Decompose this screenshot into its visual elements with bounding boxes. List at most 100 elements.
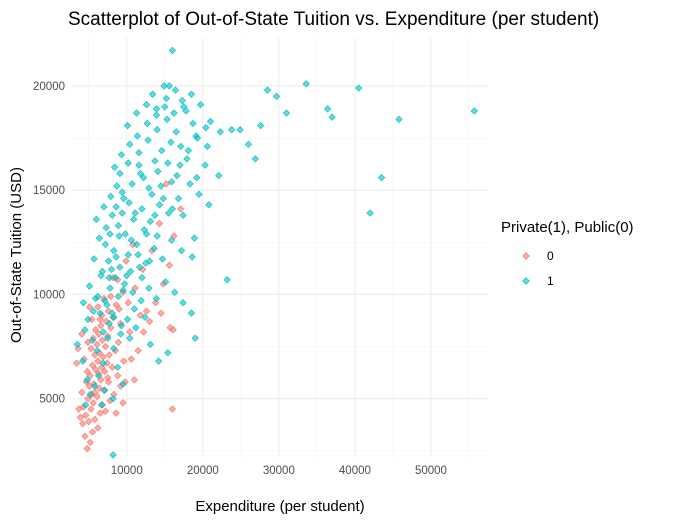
data-points [72, 46, 479, 459]
data-point-series-0 [145, 317, 154, 326]
data-point-series-1 [223, 276, 231, 284]
data-point-series-1 [125, 198, 133, 207]
data-point-series-1 [157, 182, 165, 190]
data-point-series-1 [131, 209, 139, 217]
data-point-series-1 [183, 155, 191, 163]
data-point-series-0 [108, 363, 117, 372]
data-point-series-1 [101, 296, 109, 305]
data-point-series-1 [105, 319, 113, 328]
data-point-series-1 [150, 244, 158, 253]
data-point-series-0 [120, 357, 128, 365]
data-point-series-1 [79, 299, 88, 307]
data-point-series-1 [164, 349, 172, 357]
data-point-series-1 [118, 188, 126, 196]
data-point-series-1 [120, 194, 128, 203]
data-point-series-1 [202, 123, 210, 132]
data-point-series-1 [132, 324, 140, 332]
data-point-series-0 [91, 365, 100, 374]
data-point-series-1 [191, 334, 199, 342]
data-point-series-1 [263, 86, 272, 94]
data-point-series-1 [132, 109, 141, 117]
data-point-series-1 [177, 246, 186, 255]
data-point-series-1 [251, 155, 259, 163]
data-point-series-1 [366, 209, 374, 217]
data-point-series-1 [92, 215, 101, 224]
data-point-series-1 [272, 92, 281, 101]
data-point-series-1 [104, 257, 113, 265]
data-point-series-1 [145, 257, 154, 265]
data-point-series-0 [97, 321, 105, 330]
data-point-series-0 [83, 367, 91, 376]
data-point-series-1 [159, 194, 167, 203]
data-point-series-1 [129, 215, 138, 224]
data-point-series-0 [98, 336, 107, 344]
data-point-series-1 [143, 119, 151, 128]
data-point-series-0 [155, 219, 164, 228]
data-point-series-1 [176, 161, 184, 169]
data-point-series-0 [113, 372, 122, 380]
legend-key-1 [522, 277, 530, 285]
data-point-series-1 [160, 82, 168, 90]
data-point-series-1 [139, 173, 148, 182]
data-point-series-1 [152, 105, 161, 113]
data-point-series-1 [106, 230, 114, 238]
data-point-series-1 [117, 151, 126, 159]
data-point-series-1 [201, 161, 209, 169]
data-point-series-1 [112, 203, 120, 211]
data-point-series-0 [119, 399, 127, 407]
data-point-series-1 [102, 224, 110, 232]
data-point-series-0 [83, 444, 91, 453]
data-point-series-1 [91, 382, 99, 390]
data-point-series-1 [124, 251, 132, 259]
data-point-series-1 [90, 255, 98, 263]
data-point-series-1 [97, 271, 105, 280]
data-point-series-1 [179, 299, 187, 307]
data-point-series-1 [256, 121, 265, 130]
data-point-series-1 [117, 321, 126, 330]
data-point-series-1 [100, 203, 108, 211]
data-point-series-0 [89, 399, 97, 407]
data-point-series-1 [165, 82, 174, 90]
data-point-series-1 [152, 111, 161, 119]
data-point-series-1 [146, 340, 155, 349]
data-point-series-1 [328, 113, 336, 121]
data-point-series-1 [108, 211, 117, 219]
data-point-series-1 [158, 146, 166, 155]
data-point-series-1 [127, 236, 136, 244]
data-point-series-1 [146, 217, 155, 226]
data-point-series-1 [128, 180, 136, 188]
data-point-series-0 [115, 305, 123, 313]
data-point-series-1 [111, 274, 120, 282]
data-point-series-1 [104, 334, 112, 342]
data-point-series-1 [126, 267, 135, 276]
data-point-series-1 [148, 190, 156, 199]
data-point-series-1 [135, 148, 143, 157]
data-point-series-1 [161, 278, 170, 286]
data-point-series-0 [91, 415, 99, 424]
data-point-series-1 [168, 46, 177, 55]
data-point-series-1 [126, 140, 134, 149]
data-point-series-1 [110, 313, 118, 322]
legend-label-1: 1 [547, 274, 554, 288]
data-point-series-0 [157, 309, 165, 317]
data-point-series-0 [162, 180, 170, 188]
y-tick-label: 10000 [33, 289, 65, 301]
data-point-series-1 [115, 232, 123, 240]
chart-title: Scatterplot of Out-of-State Tuition vs. … [68, 9, 599, 30]
data-point-series-0 [94, 424, 102, 432]
data-point-series-0 [126, 328, 134, 336]
data-point-series-1 [142, 230, 151, 238]
x-tick-label: 10000 [111, 465, 143, 477]
data-point-series-0 [94, 303, 102, 311]
data-point-series-1 [151, 211, 159, 219]
legend: Private(1), Public(0) 01 [501, 219, 634, 288]
data-point-series-1 [113, 363, 122, 372]
data-point-series-1 [138, 274, 146, 282]
data-point-series-1 [110, 246, 118, 255]
data-point-series-1 [101, 386, 109, 394]
data-point-series-1 [152, 294, 161, 303]
data-point-series-1 [113, 182, 121, 190]
data-point-series-0 [177, 205, 185, 213]
data-point-series-1 [132, 240, 141, 249]
x-tick-label: 40000 [339, 465, 371, 477]
